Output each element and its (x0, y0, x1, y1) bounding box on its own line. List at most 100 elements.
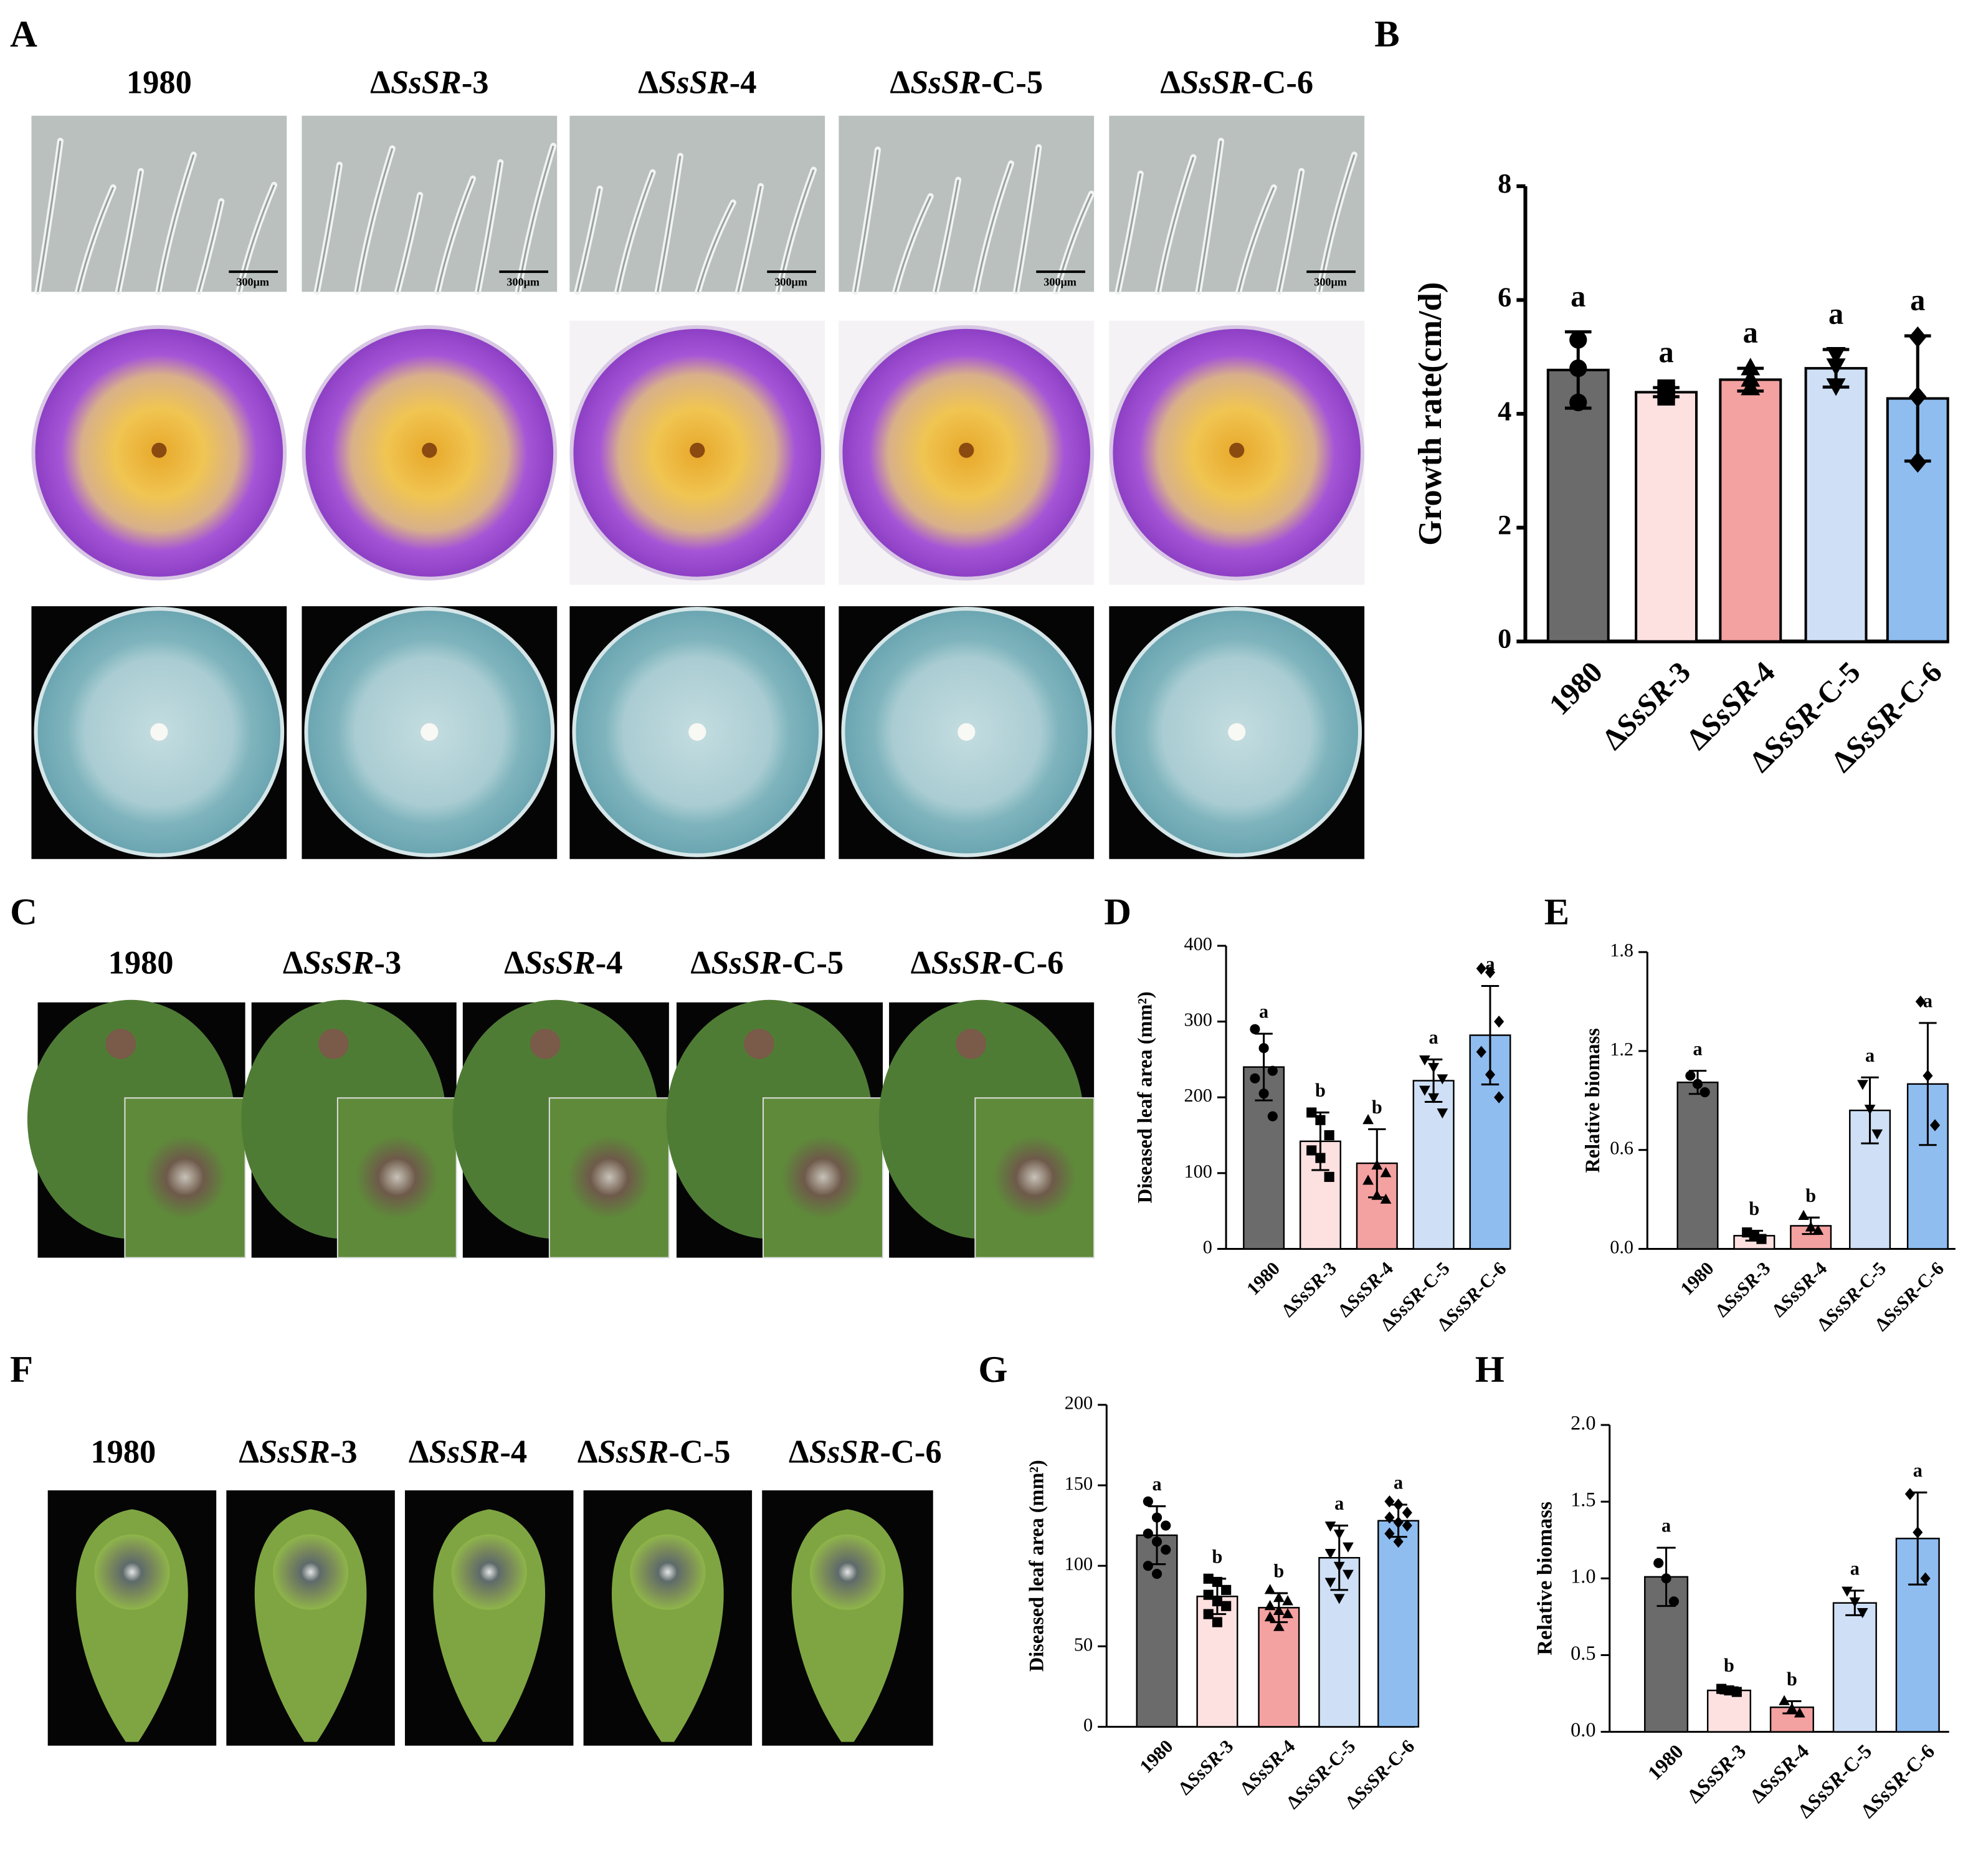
data-point (1569, 359, 1587, 378)
significance-letter: a (1693, 1038, 1702, 1059)
hypha (616, 172, 654, 292)
strain-label: ΔSsSR-4 (504, 945, 622, 981)
inoculum (1229, 442, 1245, 458)
y-tick-label: 200 (1184, 1085, 1212, 1106)
data-point (1393, 1516, 1404, 1529)
panel-label: G (978, 1349, 1007, 1391)
y-tick-label: 0.6 (1610, 1138, 1633, 1159)
data-point (1419, 1085, 1430, 1096)
significance-letter: a (1923, 991, 1932, 1012)
data-point (1849, 1597, 1861, 1607)
data-point (1857, 1080, 1868, 1090)
data-point (1904, 1488, 1915, 1500)
data-point (1384, 1495, 1395, 1508)
significance-letter: a (1429, 1027, 1438, 1048)
significance-letter: b (1273, 1561, 1284, 1582)
panel-label: A (10, 14, 37, 55)
bar-chart: 0.0 0.5 1.0 1.5 2.0 Relative biomass a 1980 b ΔSs… (1533, 1411, 1949, 1822)
data-point (1151, 1512, 1162, 1523)
panel-label: F (10, 1349, 33, 1391)
data-point (1221, 1584, 1232, 1595)
y-tick-label: 1.0 (1571, 1565, 1595, 1588)
lesion (273, 1534, 349, 1610)
strain-label: ΔSsSR-C-5 (578, 1434, 731, 1470)
lesion (809, 1534, 886, 1610)
inoculum (958, 723, 976, 741)
hypha (657, 156, 682, 292)
data-point (1333, 1530, 1345, 1540)
data-point (1343, 1569, 1354, 1580)
hypha (197, 201, 222, 292)
data-point (1258, 1088, 1269, 1099)
bar (1412, 1080, 1455, 1250)
micrograph (839, 115, 1095, 292)
data-point (1805, 1221, 1817, 1232)
data-point (1203, 1609, 1214, 1619)
data-point (1798, 1209, 1809, 1221)
x-tick-label: ΔSsSR-3 (1711, 1258, 1775, 1321)
hypha (777, 169, 815, 292)
y-tick-label: 400 (1184, 933, 1212, 955)
hypha (894, 196, 932, 292)
data-point (1362, 1174, 1374, 1185)
data-point (1476, 962, 1486, 975)
data-point (1668, 1596, 1679, 1607)
data-point (1324, 1578, 1336, 1588)
lesion (105, 1029, 136, 1059)
data-point (1161, 1520, 1171, 1531)
data-point (1569, 331, 1587, 349)
bar (1832, 1602, 1877, 1733)
inoculum (1228, 723, 1246, 741)
inoculum (422, 442, 437, 458)
significance-letter: a (1913, 1460, 1923, 1481)
micrograph (302, 115, 558, 292)
inoculum (690, 442, 705, 458)
data-point (1282, 1595, 1293, 1606)
lesion (744, 1029, 774, 1059)
hypha (1278, 171, 1303, 292)
data-point (1485, 966, 1496, 979)
y-axis-label: Relative biomass (1581, 1028, 1604, 1173)
y-tick-label: 1.8 (1610, 940, 1633, 961)
bar (1377, 1520, 1420, 1728)
data-point (1273, 1592, 1285, 1602)
data-point (1494, 1015, 1505, 1028)
data-point (1151, 1536, 1162, 1547)
data-point (1856, 1608, 1868, 1619)
data-point (1143, 1496, 1153, 1507)
hypha (1015, 147, 1040, 292)
inoculum (421, 723, 439, 741)
hypha (737, 186, 762, 292)
panel-label: D (1104, 891, 1131, 933)
significance-letter: a (1661, 1515, 1671, 1536)
significance-letter: a (1259, 1001, 1268, 1022)
significance-letter: b (1212, 1546, 1223, 1567)
y-tick-label: 0.0 (1610, 1236, 1633, 1257)
data-point (1716, 1683, 1727, 1694)
data-point (1324, 1549, 1336, 1559)
data-point (1324, 1130, 1334, 1141)
scale-bar-label: 300μm (236, 275, 269, 288)
hypha (576, 188, 601, 292)
data-point (1661, 1573, 1671, 1584)
hypha (117, 171, 142, 292)
x-tick-label: ΔSsSR-3 (1596, 655, 1697, 756)
lesion (630, 1534, 706, 1610)
data-point (1324, 1171, 1334, 1183)
data-point (1273, 1621, 1285, 1631)
lesion-zoom (143, 1135, 227, 1219)
scale-bar-label: 300μm (1314, 275, 1347, 288)
significance-letter: a (1828, 298, 1843, 331)
data-point (1428, 1063, 1440, 1074)
x-tick-label: 1980 (1242, 1258, 1284, 1300)
y-tick-label: 0 (1203, 1236, 1212, 1257)
data-point (1476, 1045, 1486, 1058)
x-tick-label: 1980 (1136, 1736, 1177, 1778)
data-point (1692, 1078, 1703, 1089)
lesion (956, 1029, 986, 1059)
y-tick-label: 4 (1498, 395, 1511, 426)
hypha (436, 178, 474, 292)
y-tick-label: 200 (1065, 1393, 1093, 1414)
data-point (1741, 358, 1761, 376)
strain-label: ΔSsSR-3 (239, 1434, 357, 1470)
